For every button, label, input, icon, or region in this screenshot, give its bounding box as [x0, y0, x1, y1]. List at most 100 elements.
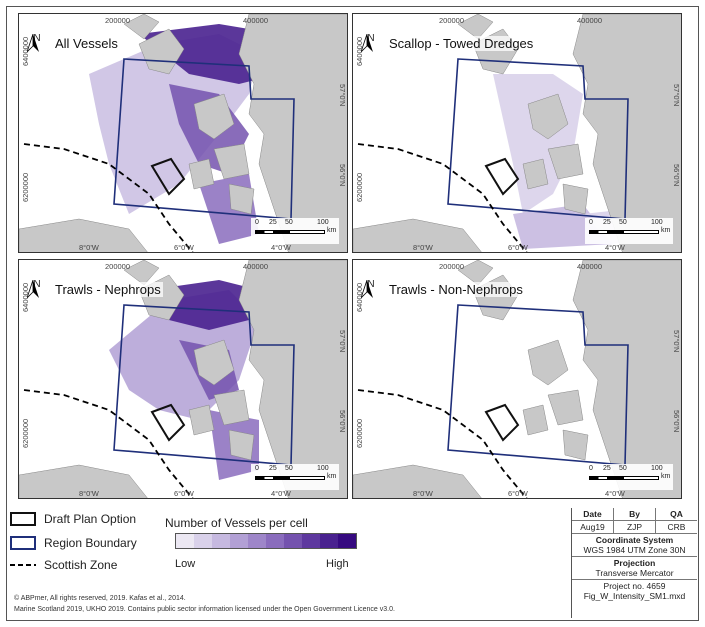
projection-value: Transverse Mercator	[595, 568, 674, 578]
project-block: Project no. 4659 Fig_W_Intensity_SM1.mxd	[572, 580, 697, 602]
longitude-tick: 6°0'W	[174, 489, 194, 498]
scale-tick: 0	[589, 465, 593, 472]
scale-tick: 25	[269, 219, 277, 226]
panel-title: Trawls - Nephrops	[53, 282, 163, 297]
north-label: N	[367, 33, 375, 44]
latitude-tick: 56°0'N	[672, 164, 681, 187]
northing-tick: 6400000	[355, 36, 364, 66]
scale-tick: 0	[255, 219, 259, 226]
scale-tick: 100	[317, 219, 329, 226]
coord-value: WGS 1984 UTM Zone 30N	[583, 545, 686, 555]
map-panel: N Trawls - Nephrops 200000 400000 640000…	[18, 259, 348, 499]
north-arrow: N	[361, 279, 381, 298]
qa-value: CRB	[667, 522, 686, 532]
latitude-tick: 56°0'N	[338, 164, 347, 187]
scale-unit: km	[327, 227, 337, 234]
northing-tick: 6400000	[21, 282, 30, 312]
projection-header: Projection	[613, 558, 656, 568]
north-arrow: N	[361, 33, 381, 52]
by-value: ZJP	[614, 521, 656, 533]
ramp-step	[266, 534, 284, 548]
longitude-tick: 8°0'W	[79, 243, 99, 252]
scale-unit: km	[661, 227, 671, 234]
scale-tick: 100	[651, 465, 663, 472]
ramp-step	[248, 534, 266, 548]
ramp-step	[194, 534, 212, 548]
north-label: N	[367, 279, 375, 290]
scale-bar: 0 25 50 100 km	[585, 218, 673, 244]
easting-tick: 200000	[439, 16, 465, 25]
latitude-tick: 57°0'N	[672, 84, 681, 107]
credits-line1: © ABPmer, All rights reserved, 2019. Kaf…	[14, 595, 186, 602]
ramp-step	[320, 534, 338, 548]
longitude-tick: 8°0'W	[413, 489, 433, 498]
scale-bar-graphic	[255, 476, 325, 480]
latitude-tick: 56°0'N	[672, 410, 681, 433]
ramp-low-label: Low	[175, 558, 196, 570]
map-panel: N All Vessels 200000 400000 6400000 6200…	[18, 13, 348, 253]
scale-tick: 50	[619, 219, 627, 226]
latitude-tick: 57°0'N	[338, 330, 347, 353]
ramp-title: Number of Vessels per cell	[165, 516, 308, 530]
coord-header: Coordinate System	[595, 535, 674, 545]
easting-tick: 200000	[439, 262, 465, 271]
scale-bar-graphic	[589, 476, 659, 480]
north-arrow-icon	[361, 34, 373, 52]
scale-tick: 0	[589, 219, 593, 226]
longitude-tick: 4°0'W	[271, 489, 291, 498]
credits-line2: Marine Scotland 2019, UKHO 2019. Contain…	[14, 606, 395, 613]
northing-tick: 6200000	[21, 172, 30, 202]
scale-tick: 25	[269, 465, 277, 472]
longitude-tick: 8°0'W	[413, 243, 433, 252]
easting-tick: 400000	[577, 262, 603, 271]
scale-bar: 0 25 50 100 km	[251, 464, 339, 490]
panel-title: Trawls - Non-Nephrops	[387, 282, 525, 297]
latitude-tick: 56°0'N	[338, 410, 347, 433]
legend-scottish-zone-label: Scottish Zone	[44, 558, 118, 572]
ramp-high-label: High	[326, 558, 349, 570]
longitude-tick: 4°0'W	[605, 489, 625, 498]
scale-tick: 0	[255, 465, 259, 472]
north-label: N	[33, 279, 41, 290]
scale-bar-graphic	[255, 230, 325, 234]
project-number: Project no. 4659	[603, 581, 666, 591]
scale-unit: km	[661, 473, 671, 480]
date-header: Date	[572, 508, 614, 520]
draft-plan-swatch	[10, 512, 36, 526]
info-table: Date By QA Aug19 ZJP CRB Coordinate Syst…	[571, 508, 697, 618]
scale-tick: 50	[285, 465, 293, 472]
longitude-tick: 6°0'W	[508, 243, 528, 252]
date-value: Aug19	[572, 521, 614, 533]
by-header: By	[614, 508, 656, 520]
coordinate-system-block: Coordinate System WGS 1984 UTM Zone 30N	[572, 534, 697, 557]
panel-title: All Vessels	[53, 36, 120, 51]
ramp-step	[284, 534, 302, 548]
projection-block: Projection Transverse Mercator	[572, 557, 697, 580]
legend: Draft Plan Option Region Boundary Scotti…	[10, 506, 570, 576]
map-panel: N Trawls - Non-Nephrops 200000 400000 64…	[352, 259, 682, 499]
north-arrow-icon	[361, 280, 373, 298]
ramp-step	[212, 534, 230, 548]
info-value-row: Aug19 ZJP CRB	[572, 521, 697, 534]
latitude-tick: 57°0'N	[338, 84, 347, 107]
scale-tick: 25	[603, 465, 611, 472]
panel-title: Scallop - Towed Dredges	[387, 36, 536, 51]
map-canvas	[19, 14, 347, 252]
info-header-row: Date By QA	[572, 508, 697, 521]
easting-tick: 200000	[105, 16, 131, 25]
scale-tick: 50	[619, 465, 627, 472]
scale-bar: 0 25 50 100 km	[585, 464, 673, 490]
colour-ramp	[175, 533, 357, 549]
scale-unit: km	[327, 473, 337, 480]
longitude-tick: 4°0'W	[271, 243, 291, 252]
credits: © ABPmer, All rights reserved, 2019. Kaf…	[14, 593, 395, 615]
legend-draft-plan-label: Draft Plan Option	[44, 512, 137, 526]
easting-tick: 200000	[105, 262, 131, 271]
latitude-tick: 57°0'N	[672, 330, 681, 353]
legend-region-boundary-label: Region Boundary	[44, 536, 137, 550]
map-panel: N Scallop - Towed Dredges 200000 400000 …	[352, 13, 682, 253]
north-arrow: N	[27, 279, 47, 298]
northing-tick: 6400000	[21, 36, 30, 66]
longitude-tick: 4°0'W	[605, 243, 625, 252]
northing-tick: 6400000	[355, 282, 364, 312]
